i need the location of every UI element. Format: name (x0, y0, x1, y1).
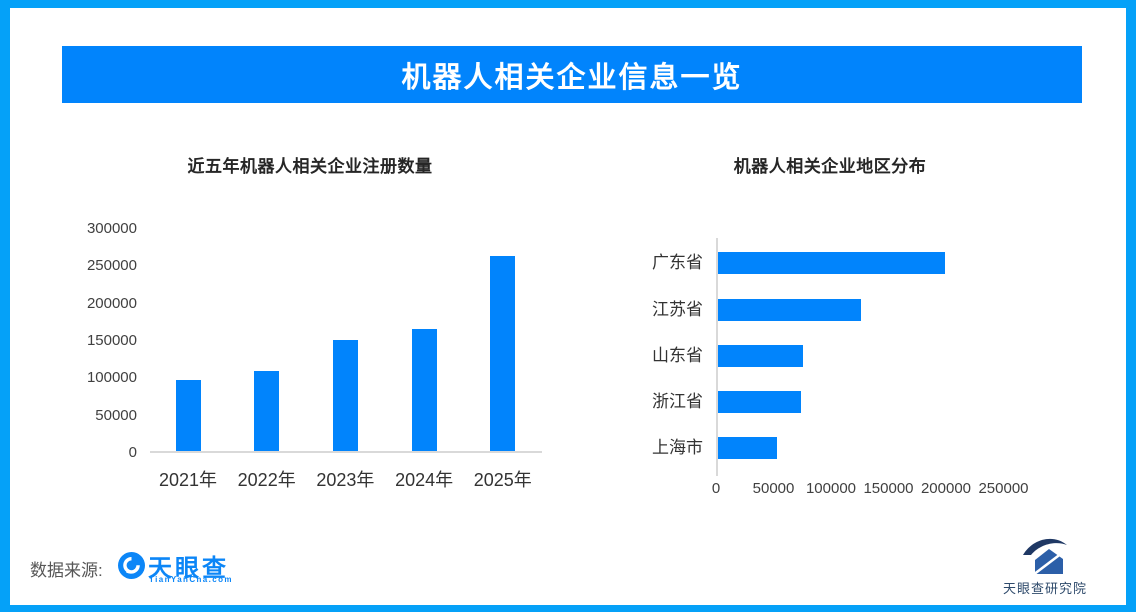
left-chart-ytick-300000: 300000 (86, 220, 137, 237)
column-bar-2024年 (411, 329, 437, 451)
research-institute-text: 天眼查研究院 (1002, 581, 1087, 596)
left-chart-ytick-200000: 200000 (86, 294, 137, 312)
tianyancha-aperture-icon (118, 552, 145, 579)
right-chart-category-上海市: 上海市 (652, 437, 703, 457)
right-chart-xtick-50000: 50000 (752, 480, 795, 497)
right-chart-xtick-150000: 150000 (863, 480, 914, 497)
region-bar-浙江省 (718, 390, 801, 413)
region-bar-广东省 (718, 252, 945, 275)
right-chart-xtick-0: 0 (711, 480, 721, 497)
column-bar-2025年 (490, 256, 516, 451)
right-chart-xtick-250000: 250000 (978, 480, 1029, 497)
left-chart-ytick-250000: 250000 (86, 257, 137, 275)
column-bar-2022年 (254, 371, 280, 451)
tianyancha-logo-text: 天眼查 (148, 555, 229, 582)
left-chart-title: 近五年机器人相关企业注册数量 (187, 157, 433, 176)
right-chart-category-浙江省: 浙江省 (652, 391, 703, 411)
region-bar-江苏省 (718, 298, 861, 321)
column-bar-2021年 (175, 380, 201, 451)
left-chart-xtick-2021年: 2021年 (158, 470, 218, 490)
left-chart-ytick-100000: 100000 (86, 369, 137, 387)
left-chart-ytick-50000: 50000 (95, 406, 137, 424)
right-chart-plot-area (716, 238, 1051, 476)
right-chart-xtick-100000: 100000 (805, 480, 857, 497)
right-chart-category-江苏省: 江苏省 (652, 299, 703, 319)
title-banner: 机器人相关企业信息一览 (62, 46, 1082, 103)
column-bar-2023年 (332, 340, 358, 451)
region-bar-上海市 (718, 436, 777, 459)
research-institute-logo: 天眼查研究院 (975, 533, 1115, 603)
data-source-label: 数据来源: (30, 561, 103, 580)
right-chart-category-山东省: 山东省 (652, 345, 703, 365)
region-bar-山东省 (718, 344, 803, 367)
left-chart-ytick-0: 0 (128, 444, 137, 461)
right-chart-category-广东省: 广东省 (652, 253, 703, 273)
page-title: 机器人相关企业信息一览 (401, 61, 743, 94)
left-chart-xtick-2024年: 2024年 (395, 470, 454, 490)
right-chart-title: 机器人相关企业地区分布 (733, 157, 927, 176)
tianyancha-logo: 天眼查 TianYanCha.com (118, 548, 248, 598)
left-chart-xtick-2025年: 2025年 (473, 470, 532, 490)
right-chart-xtick-200000: 200000 (920, 480, 972, 497)
left-chart-xtick-2023年: 2023年 (316, 470, 375, 490)
left-chart-xtick-2022年: 2022年 (237, 470, 296, 490)
research-institute-icon (1023, 538, 1067, 576)
left-chart-ytick-150000: 150000 (86, 332, 137, 349)
left-chart-plot-area (150, 229, 542, 453)
tianyancha-logo-url-text: TianYanCha.com (149, 575, 233, 584)
